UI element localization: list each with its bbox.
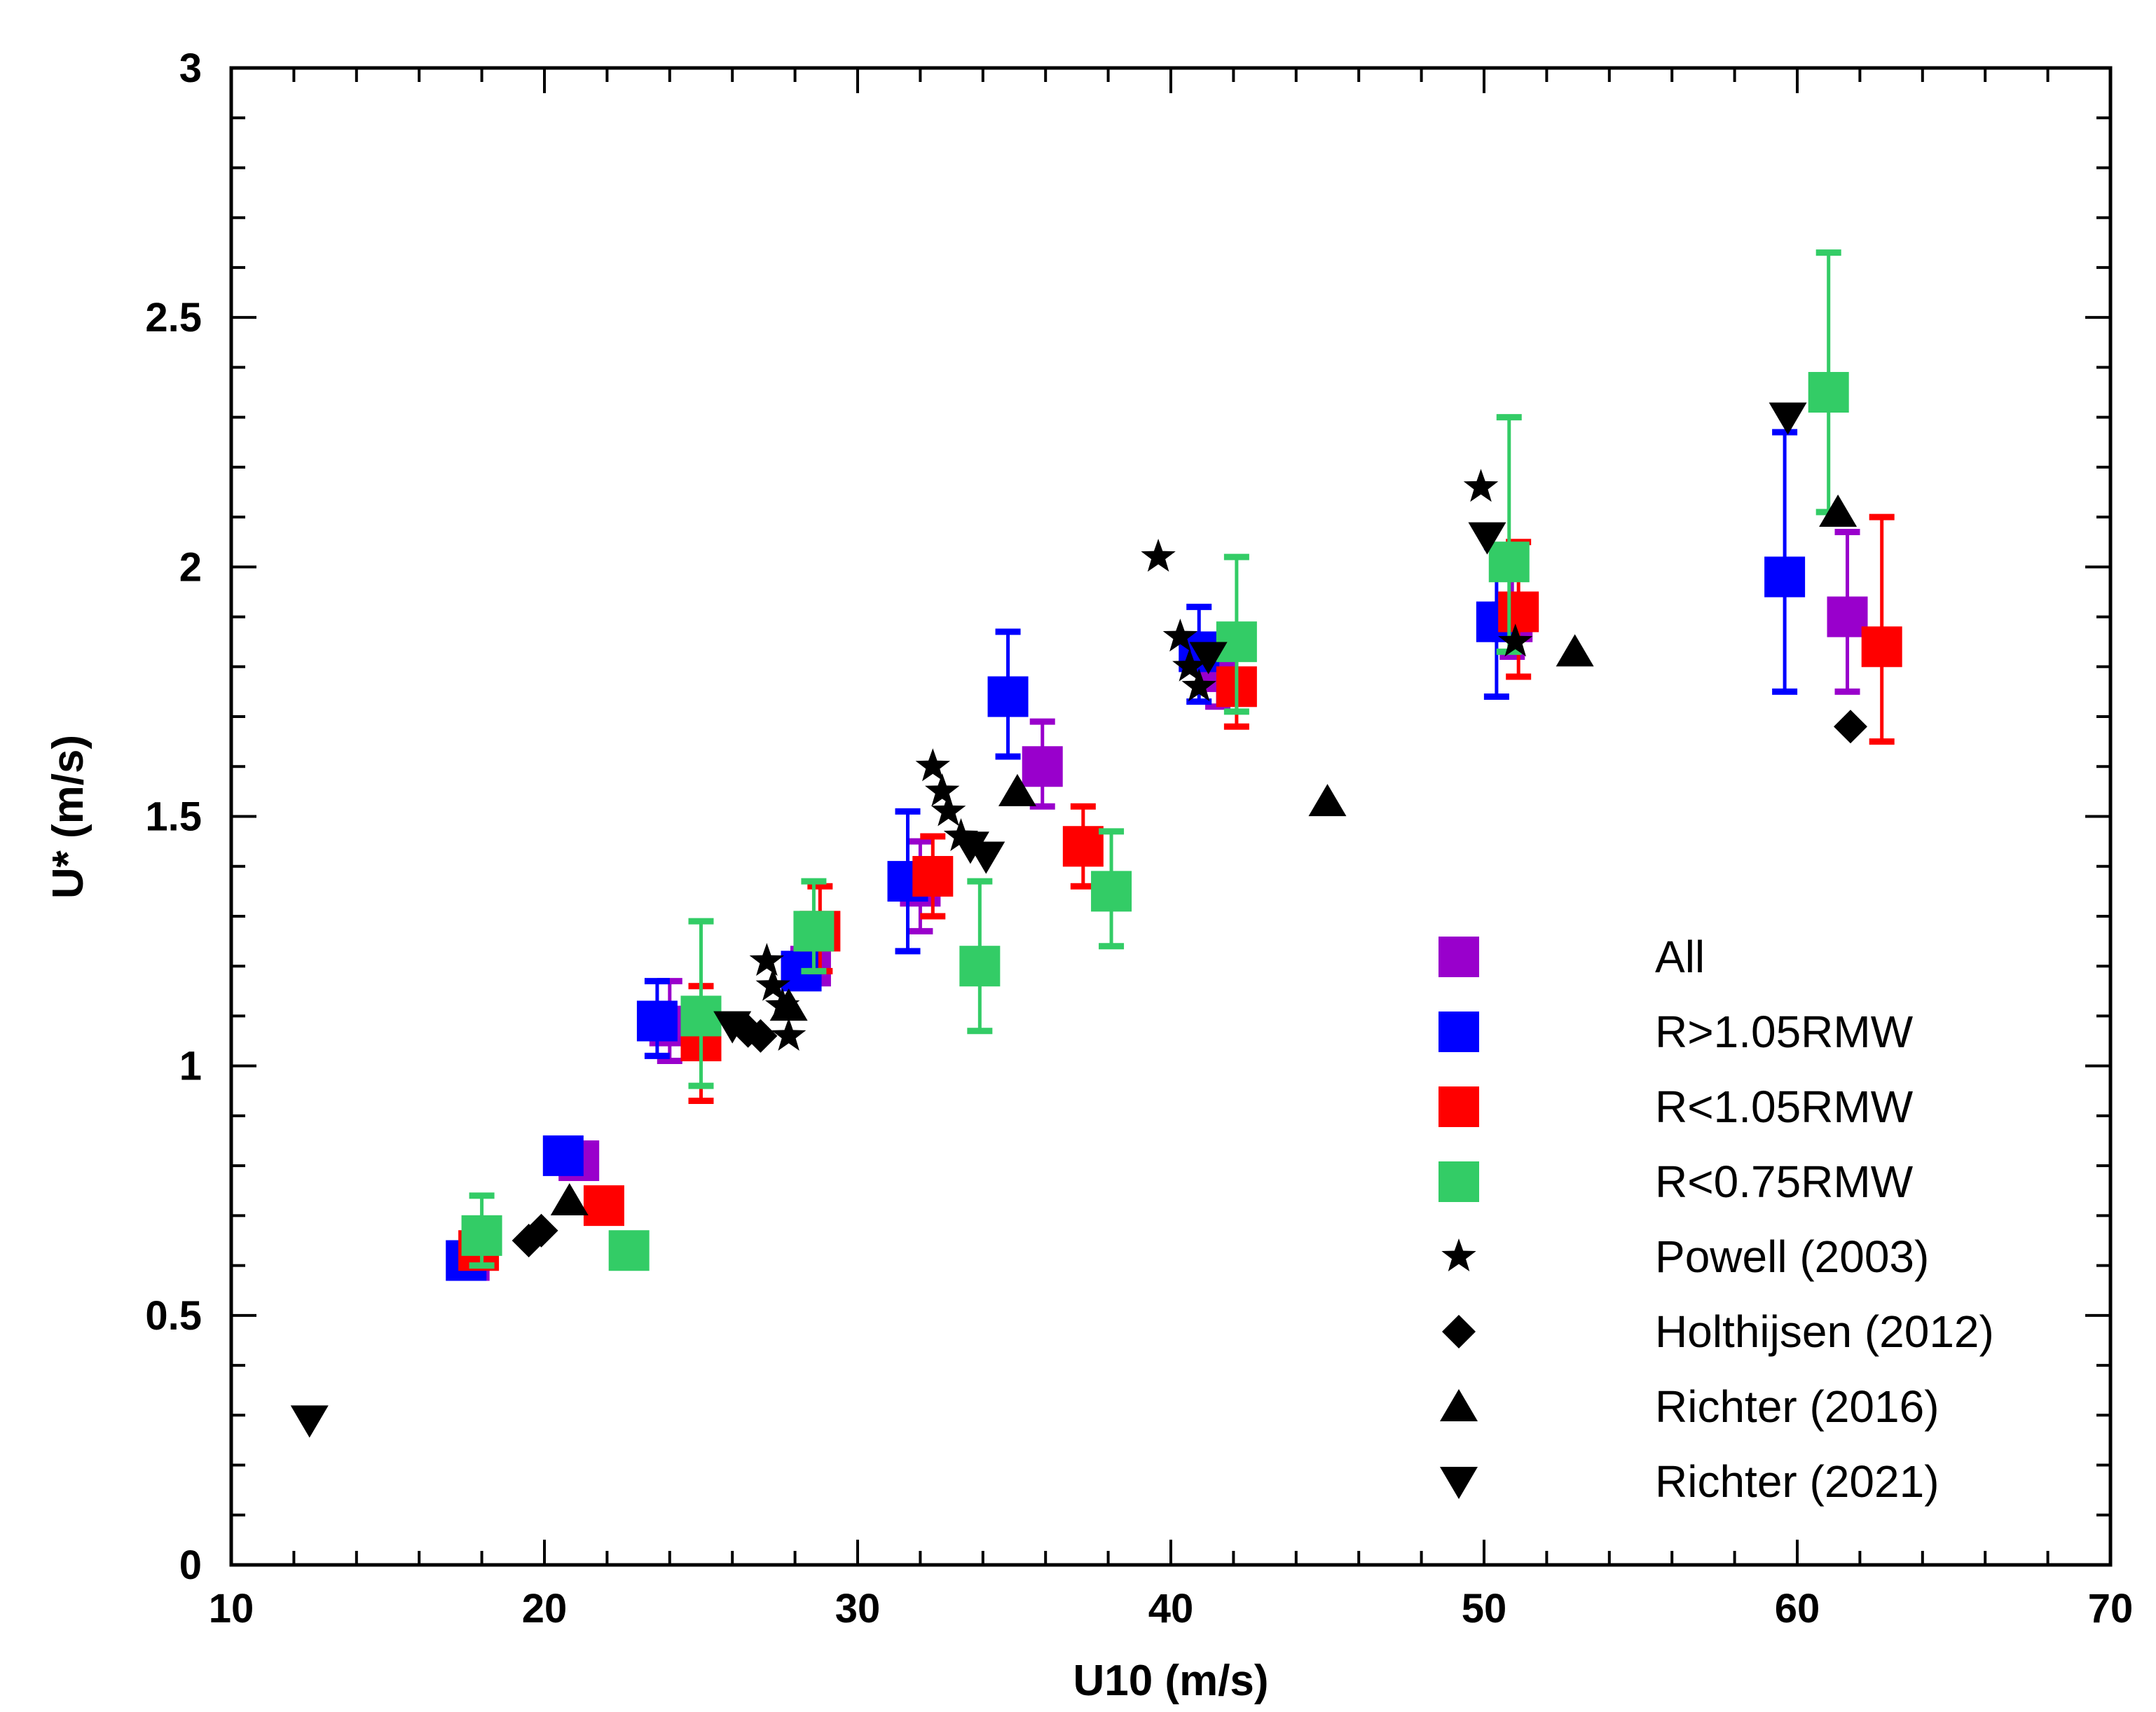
x-axis-label: U10 (m/s) xyxy=(1073,1657,1268,1705)
legend-label: R<0.75RMW xyxy=(1655,1157,1914,1207)
data-point xyxy=(1189,642,1228,675)
legend-label: All xyxy=(1655,932,1705,982)
data-point xyxy=(1062,826,1104,867)
data-point xyxy=(959,946,1001,987)
legend-label: Holthijsen (2012) xyxy=(1655,1306,1994,1357)
data-point xyxy=(1463,469,1499,502)
legend: All R>1.05RMW R<1.05RMW R<0.75RMW Powell (20… xyxy=(1439,932,1994,1507)
series-richter-2021 xyxy=(290,402,1807,1438)
y-tick-label: 2 xyxy=(179,544,202,590)
data-point xyxy=(1808,372,1849,413)
data-point xyxy=(680,995,722,1037)
data-point xyxy=(1162,619,1198,652)
y-tick-label: 1 xyxy=(179,1044,202,1089)
legend-marker xyxy=(1442,1315,1476,1348)
y-tick-label: 3 xyxy=(179,46,202,91)
legend-label: R<1.05RMW xyxy=(1655,1082,1914,1132)
data-point xyxy=(1091,871,1132,912)
legend-label: R>1.05RMW xyxy=(1655,1007,1914,1057)
legend-item-r-0-75rmw: R<0.75RMW xyxy=(1439,1157,1914,1207)
legend-marker xyxy=(1440,1467,1478,1499)
data-point xyxy=(967,841,1005,874)
data-point xyxy=(1827,596,1868,637)
x-tick-label: 30 xyxy=(835,1586,881,1631)
legend-item-richter-2021: Richter (2021) xyxy=(1440,1456,1939,1507)
series-layer xyxy=(290,249,1902,1438)
legend-marker xyxy=(1439,1012,1479,1052)
y-axis-label: U* (m/s) xyxy=(44,735,92,899)
data-point xyxy=(771,1017,806,1051)
data-point xyxy=(915,748,950,782)
data-point xyxy=(951,831,989,864)
data-point xyxy=(769,988,808,1021)
axis-ticks xyxy=(230,67,2112,1566)
data-point xyxy=(793,911,835,952)
data-point xyxy=(1216,621,1257,663)
data-point xyxy=(931,793,966,827)
series-r-0-75rmw xyxy=(461,249,1849,1271)
data-point xyxy=(1498,623,1533,657)
legend-label: Richter (2016) xyxy=(1655,1381,1939,1432)
data-point xyxy=(1769,402,1807,435)
legend-marker xyxy=(1440,1389,1478,1421)
axis-tick-labels: 10 20 30 40 50 60 70 0 0.5 1 1.5 2 2.5 3 xyxy=(145,46,2133,1631)
legend-item-holthijsen-2012: Holthijsen (2012) xyxy=(1442,1306,1994,1357)
y-tick-label: 0 xyxy=(179,1542,202,1588)
data-point xyxy=(925,773,960,806)
data-point xyxy=(1488,541,1530,583)
y-tick-label: 0.5 xyxy=(145,1293,202,1339)
legend-item-powell-2003: Powell (2003) xyxy=(1441,1231,1929,1282)
plot-frame xyxy=(229,66,2113,1567)
x-tick-label: 10 xyxy=(209,1586,254,1631)
x-tick-label: 70 xyxy=(2088,1586,2134,1631)
x-tick-label: 50 xyxy=(1462,1586,1507,1631)
legend-marker xyxy=(1439,937,1479,977)
legend-item-richter-2016: Richter (2016) xyxy=(1440,1381,1939,1432)
data-point xyxy=(1833,710,1867,744)
data-point xyxy=(755,967,790,1001)
x-tick-label: 60 xyxy=(1775,1586,1820,1631)
y-tick-label: 2.5 xyxy=(145,295,202,340)
data-point xyxy=(1181,668,1216,702)
x-tick-label: 20 xyxy=(522,1586,568,1631)
legend-marker xyxy=(1441,1238,1476,1271)
y-tick-label: 1.5 xyxy=(145,794,202,840)
data-point xyxy=(290,1405,329,1438)
data-point xyxy=(713,1011,752,1044)
series-richter-2016 xyxy=(550,494,1858,1215)
legend-item-r-1-05rmw: R<1.05RMW xyxy=(1439,1082,1914,1132)
data-point xyxy=(1556,634,1594,667)
data-point xyxy=(1022,746,1063,787)
data-point xyxy=(461,1215,502,1256)
data-point xyxy=(912,855,954,897)
data-point xyxy=(1308,784,1347,817)
legend-label: Powell (2003) xyxy=(1655,1231,1929,1282)
data-point xyxy=(608,1230,650,1271)
series-holthijsen-2012 xyxy=(511,710,1867,1257)
legend-label: Richter (2021) xyxy=(1655,1456,1939,1507)
data-point xyxy=(1861,626,1902,668)
data-point xyxy=(987,676,1029,717)
legend-marker xyxy=(1439,1086,1479,1127)
data-point xyxy=(636,1000,678,1042)
data-point xyxy=(1819,494,1858,527)
data-point xyxy=(998,773,1036,806)
data-point xyxy=(1498,591,1539,633)
data-point xyxy=(1468,522,1506,555)
legend-marker xyxy=(1439,1161,1479,1202)
data-point xyxy=(550,1182,589,1215)
data-point xyxy=(583,1185,624,1227)
data-point xyxy=(1172,648,1207,682)
legend-item-all: All xyxy=(1439,932,1705,982)
x-tick-label: 40 xyxy=(1148,1586,1194,1631)
data-point xyxy=(1764,556,1806,598)
data-point xyxy=(524,1213,558,1248)
data-point xyxy=(743,1019,778,1053)
data-point xyxy=(1141,539,1176,572)
data-point xyxy=(542,1135,584,1176)
legend-item-r-1-05rmw: R>1.05RMW xyxy=(1439,1007,1914,1057)
data-point xyxy=(749,943,785,976)
